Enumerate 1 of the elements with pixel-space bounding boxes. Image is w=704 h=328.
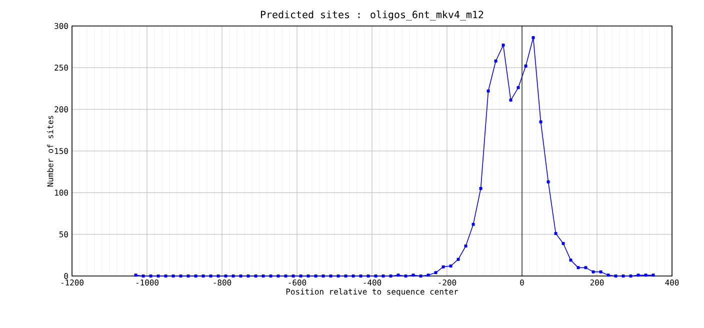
chart-title: Predicted sites : oligos_6nt_mkv4_m12 xyxy=(260,10,484,20)
